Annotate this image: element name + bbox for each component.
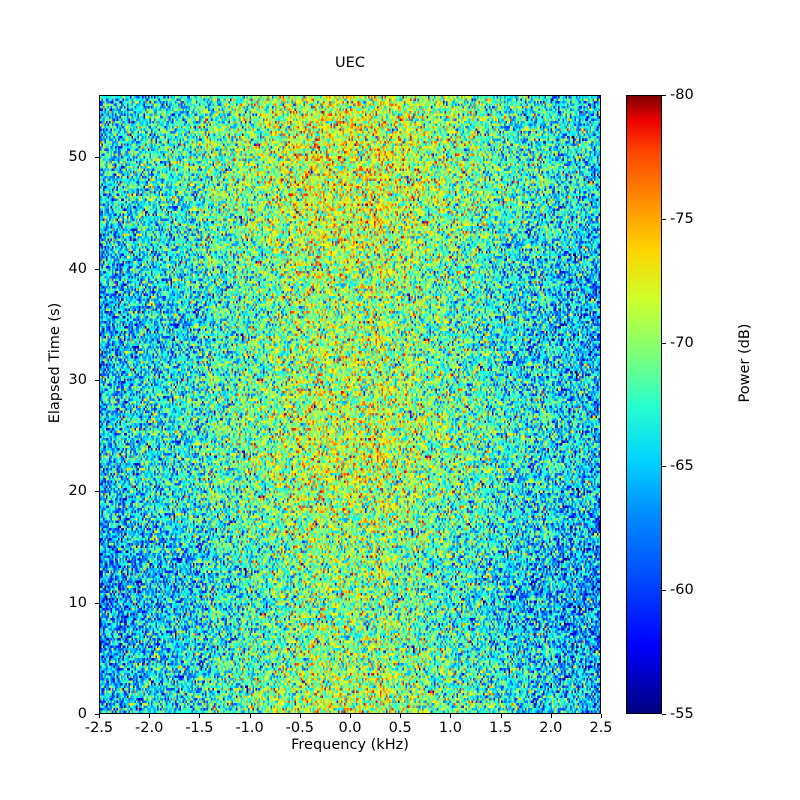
colorbar-tick-label: -70 [670, 334, 694, 351]
y-tick-label: 40 [68, 260, 87, 277]
colorbar-tick-label: -65 [670, 458, 694, 475]
x-tick-label: -1.0 [235, 720, 264, 736]
y-tick-label: 30 [68, 372, 87, 388]
colorbar-tick-mark [662, 590, 666, 592]
x-tick-label: 1.0 [438, 720, 462, 736]
colorbar-tick-label: -75 [670, 210, 694, 227]
y-axis-title: Elapsed Time (s) [47, 302, 63, 424]
x-tick-mark [199, 714, 201, 718]
y-tick-mark [95, 380, 99, 381]
y-tick-mark [95, 491, 99, 493]
y-tick-mark [95, 268, 99, 270]
colorbar-tick-mark [662, 218, 666, 220]
x-tick-mark [99, 714, 100, 718]
y-tick-mark [95, 714, 99, 715]
y-tick-label: 0 [77, 706, 87, 722]
y-tick-mark [95, 602, 99, 604]
x-tick-mark [350, 714, 351, 718]
spectrogram-plot-area [99, 95, 601, 714]
x-tick-mark [450, 714, 452, 718]
y-tick-mark [95, 157, 99, 159]
colorbar-tick-label: -55 [670, 706, 694, 722]
x-tick-mark [500, 714, 502, 718]
y-tick-label: 50 [68, 149, 87, 166]
x-tick-label: 2.5 [589, 720, 613, 736]
colorbar-gradient [627, 96, 661, 713]
title-line-station: UEC [335, 55, 365, 71]
y-tick-label: 20 [68, 483, 87, 500]
x-tick-mark [550, 714, 552, 718]
x-tick-label: 2.0 [539, 720, 563, 736]
colorbar-tick-mark [662, 466, 666, 468]
x-tick-label: 0.5 [388, 720, 412, 736]
spectrogram-image [100, 96, 600, 713]
colorbar [626, 95, 662, 714]
x-tick-mark [249, 714, 251, 718]
x-tick-label: -2.5 [84, 720, 114, 736]
x-tick-mark [299, 714, 301, 718]
x-tick-label: 1.5 [489, 720, 513, 736]
colorbar-tick-mark [662, 95, 666, 96]
colorbar-tick-label: -60 [670, 582, 694, 599]
colorbar-title: Power (dB) [737, 323, 753, 403]
x-axis-title: Frequency (kHz) [291, 737, 409, 753]
x-tick-mark [400, 714, 402, 718]
colorbar-tick-mark [662, 714, 666, 715]
colorbar-tick-label: -80 [670, 87, 694, 103]
x-tick-label: -2.0 [135, 720, 164, 736]
x-tick-label: 0.0 [338, 720, 362, 736]
x-tick-mark [149, 714, 151, 718]
colorbar-tick-mark [662, 342, 666, 344]
x-tick-label: -0.5 [285, 720, 314, 736]
x-tick-mark [601, 714, 602, 718]
x-tick-label: -1.5 [185, 720, 214, 736]
y-tick-label: 10 [68, 594, 87, 611]
